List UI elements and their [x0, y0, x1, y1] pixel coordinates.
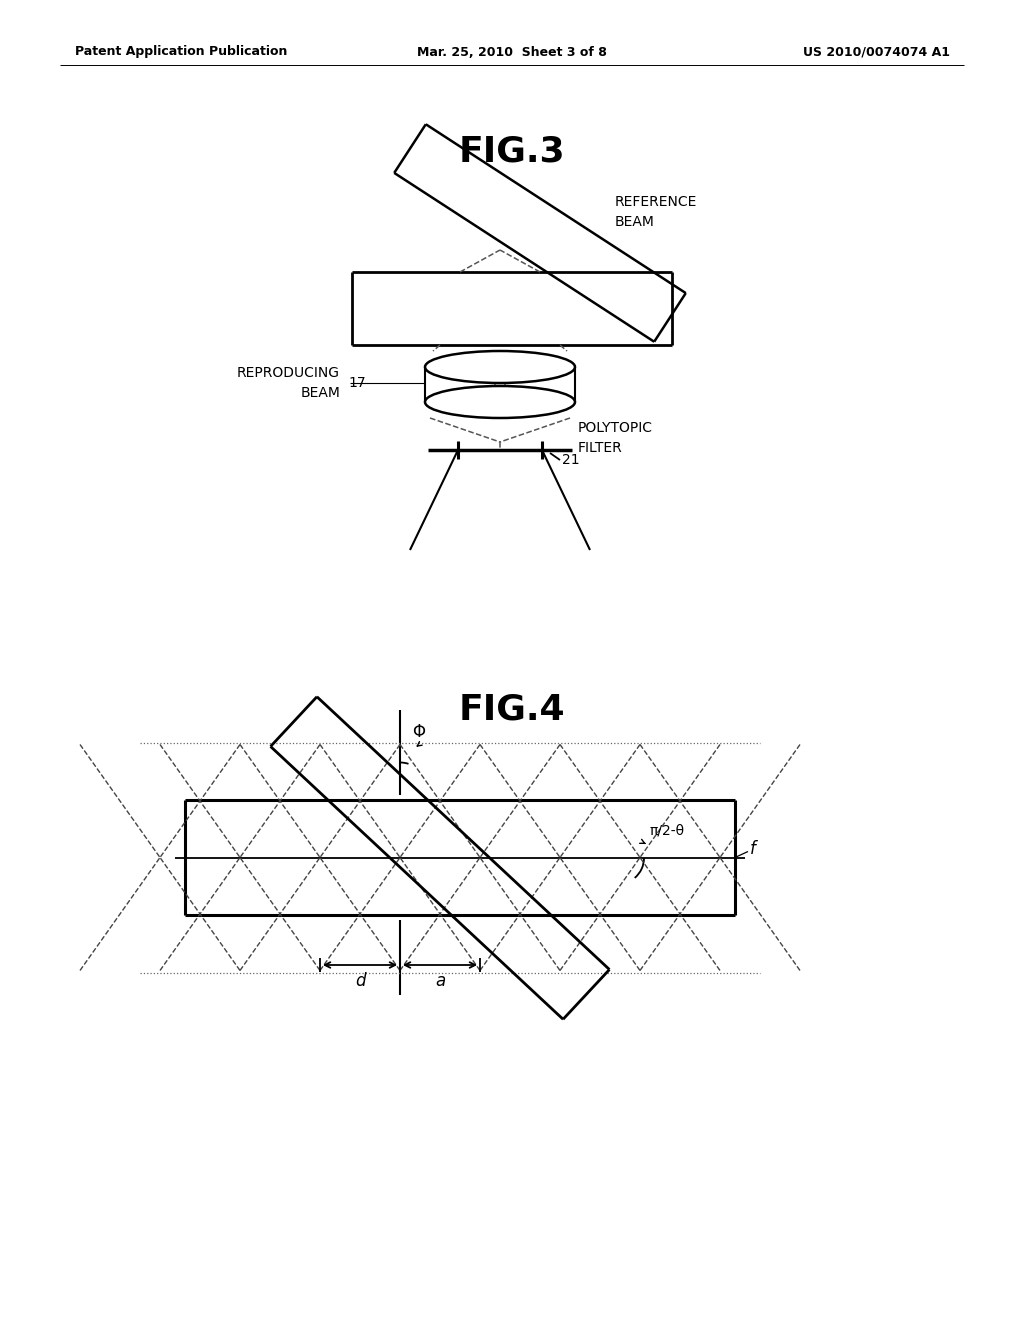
Text: Mar. 25, 2010  Sheet 3 of 8: Mar. 25, 2010 Sheet 3 of 8 [417, 45, 607, 58]
Text: 21: 21 [562, 453, 580, 467]
Text: Patent Application Publication: Patent Application Publication [75, 45, 288, 58]
Text: REFERENCE
BEAM: REFERENCE BEAM [615, 195, 697, 228]
Text: π/2-θ: π/2-θ [650, 822, 685, 837]
Text: Φ: Φ [412, 723, 425, 741]
Text: f: f [750, 841, 756, 858]
Text: REPRODUCING
BEAM: REPRODUCING BEAM [237, 366, 340, 400]
Text: US 2010/0074074 A1: US 2010/0074074 A1 [803, 45, 950, 58]
Text: 17: 17 [348, 376, 366, 389]
Text: d: d [354, 972, 366, 990]
Text: FIG.3: FIG.3 [459, 135, 565, 169]
Text: POLYTOPIC
FILTER: POLYTOPIC FILTER [578, 421, 653, 455]
Text: FIG.4: FIG.4 [459, 693, 565, 727]
Text: a: a [435, 972, 445, 990]
